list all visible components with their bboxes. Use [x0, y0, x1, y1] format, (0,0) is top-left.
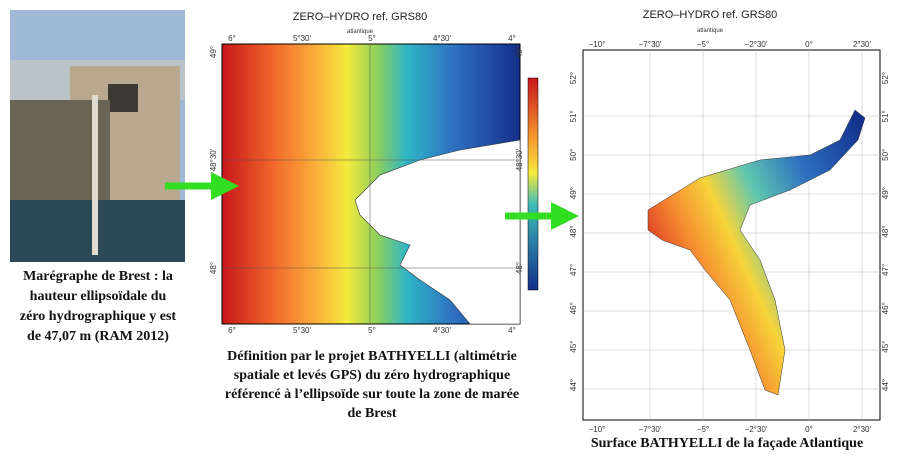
- lat-label: 51°: [881, 110, 890, 122]
- lat-label: 44°: [569, 379, 578, 391]
- caption-line: zéro hydrographique y est: [20, 309, 177, 324]
- lat-label: 45°: [881, 341, 890, 353]
- lat-label: 48°30': [515, 148, 524, 171]
- lat-label: 46°: [569, 302, 578, 314]
- lat-label: 45°: [569, 341, 578, 353]
- caption-line: de Brest: [347, 406, 396, 421]
- lon-label: −10°: [589, 425, 606, 434]
- map-left: [221, 43, 539, 325]
- lat-label: 49°: [209, 46, 218, 58]
- lon-label: −2°30': [745, 425, 768, 434]
- lat-label: 47°: [881, 264, 890, 276]
- map-title: ZERO–HYDRO ref. GRS80: [643, 9, 777, 21]
- lat-label: 49°: [569, 187, 578, 199]
- lat-label: 49°: [881, 187, 890, 199]
- lon-label: 2°30': [853, 425, 872, 434]
- caption-line: référencé à l’ellipsoïde sur toute la zo…: [225, 387, 519, 402]
- caption-line: hauteur ellipsoïdale du: [30, 289, 167, 304]
- lon-label: −5°: [697, 40, 709, 49]
- photo: [10, 10, 185, 262]
- caption-line: Surface BATHYELLI de la façade Atlantiqu…: [591, 436, 863, 451]
- lon-label: 4°30': [433, 326, 452, 335]
- lat-label: 46°: [881, 302, 890, 314]
- lon-label: 0°: [805, 425, 813, 434]
- lat-label: 48°: [569, 225, 578, 237]
- lat-label: 50°: [569, 149, 578, 161]
- lon-label: 6°: [228, 34, 236, 43]
- caption-line: spatiale et levés GPS) du zéro hydrograp…: [234, 368, 510, 383]
- map-title: ZERO–HYDRO ref. GRS80: [293, 11, 427, 23]
- lat-label: 50°: [881, 149, 890, 161]
- caption-line: de 47,07 m (RAM 2012): [27, 329, 169, 344]
- lat-label: 48°: [209, 262, 218, 274]
- map-subtitle: atlantique: [347, 29, 374, 35]
- lon-label: 0°: [805, 40, 813, 49]
- map-right: [582, 49, 881, 421]
- lon-label: −2°30': [745, 40, 768, 49]
- lat-label: 49°: [515, 46, 524, 58]
- lon-label: 5°: [368, 34, 376, 43]
- lat-label: 52°: [569, 72, 578, 84]
- lon-label: 4°: [508, 326, 516, 335]
- lat-label: 52°: [881, 72, 890, 84]
- lon-label: 4°30': [433, 34, 452, 43]
- lat-label: 48°: [881, 225, 890, 237]
- lon-label: −10°: [589, 40, 606, 49]
- lat-label: 51°: [569, 110, 578, 122]
- lon-label: −5°: [697, 425, 709, 434]
- lon-label: 2°30': [853, 40, 872, 49]
- lon-label: 5°: [368, 326, 376, 335]
- lon-label: 5°30': [293, 326, 312, 335]
- caption-line: Définition par le projet BATHYELLI (alti…: [227, 349, 517, 364]
- lat-label: 47°: [569, 264, 578, 276]
- lon-label: −7°30': [639, 425, 662, 434]
- lon-label: 5°30': [293, 34, 312, 43]
- map-subtitle: atlantique: [697, 28, 724, 34]
- caption-line: Marégraphe de Brest : la: [23, 269, 173, 284]
- lat-label: 44°: [881, 379, 890, 391]
- lon-label: 6°: [228, 326, 236, 335]
- lat-label: 48°30': [209, 148, 218, 171]
- lat-label: 48°: [515, 262, 524, 274]
- lon-label: 4°: [508, 34, 516, 43]
- lon-label: −7°30': [639, 40, 662, 49]
